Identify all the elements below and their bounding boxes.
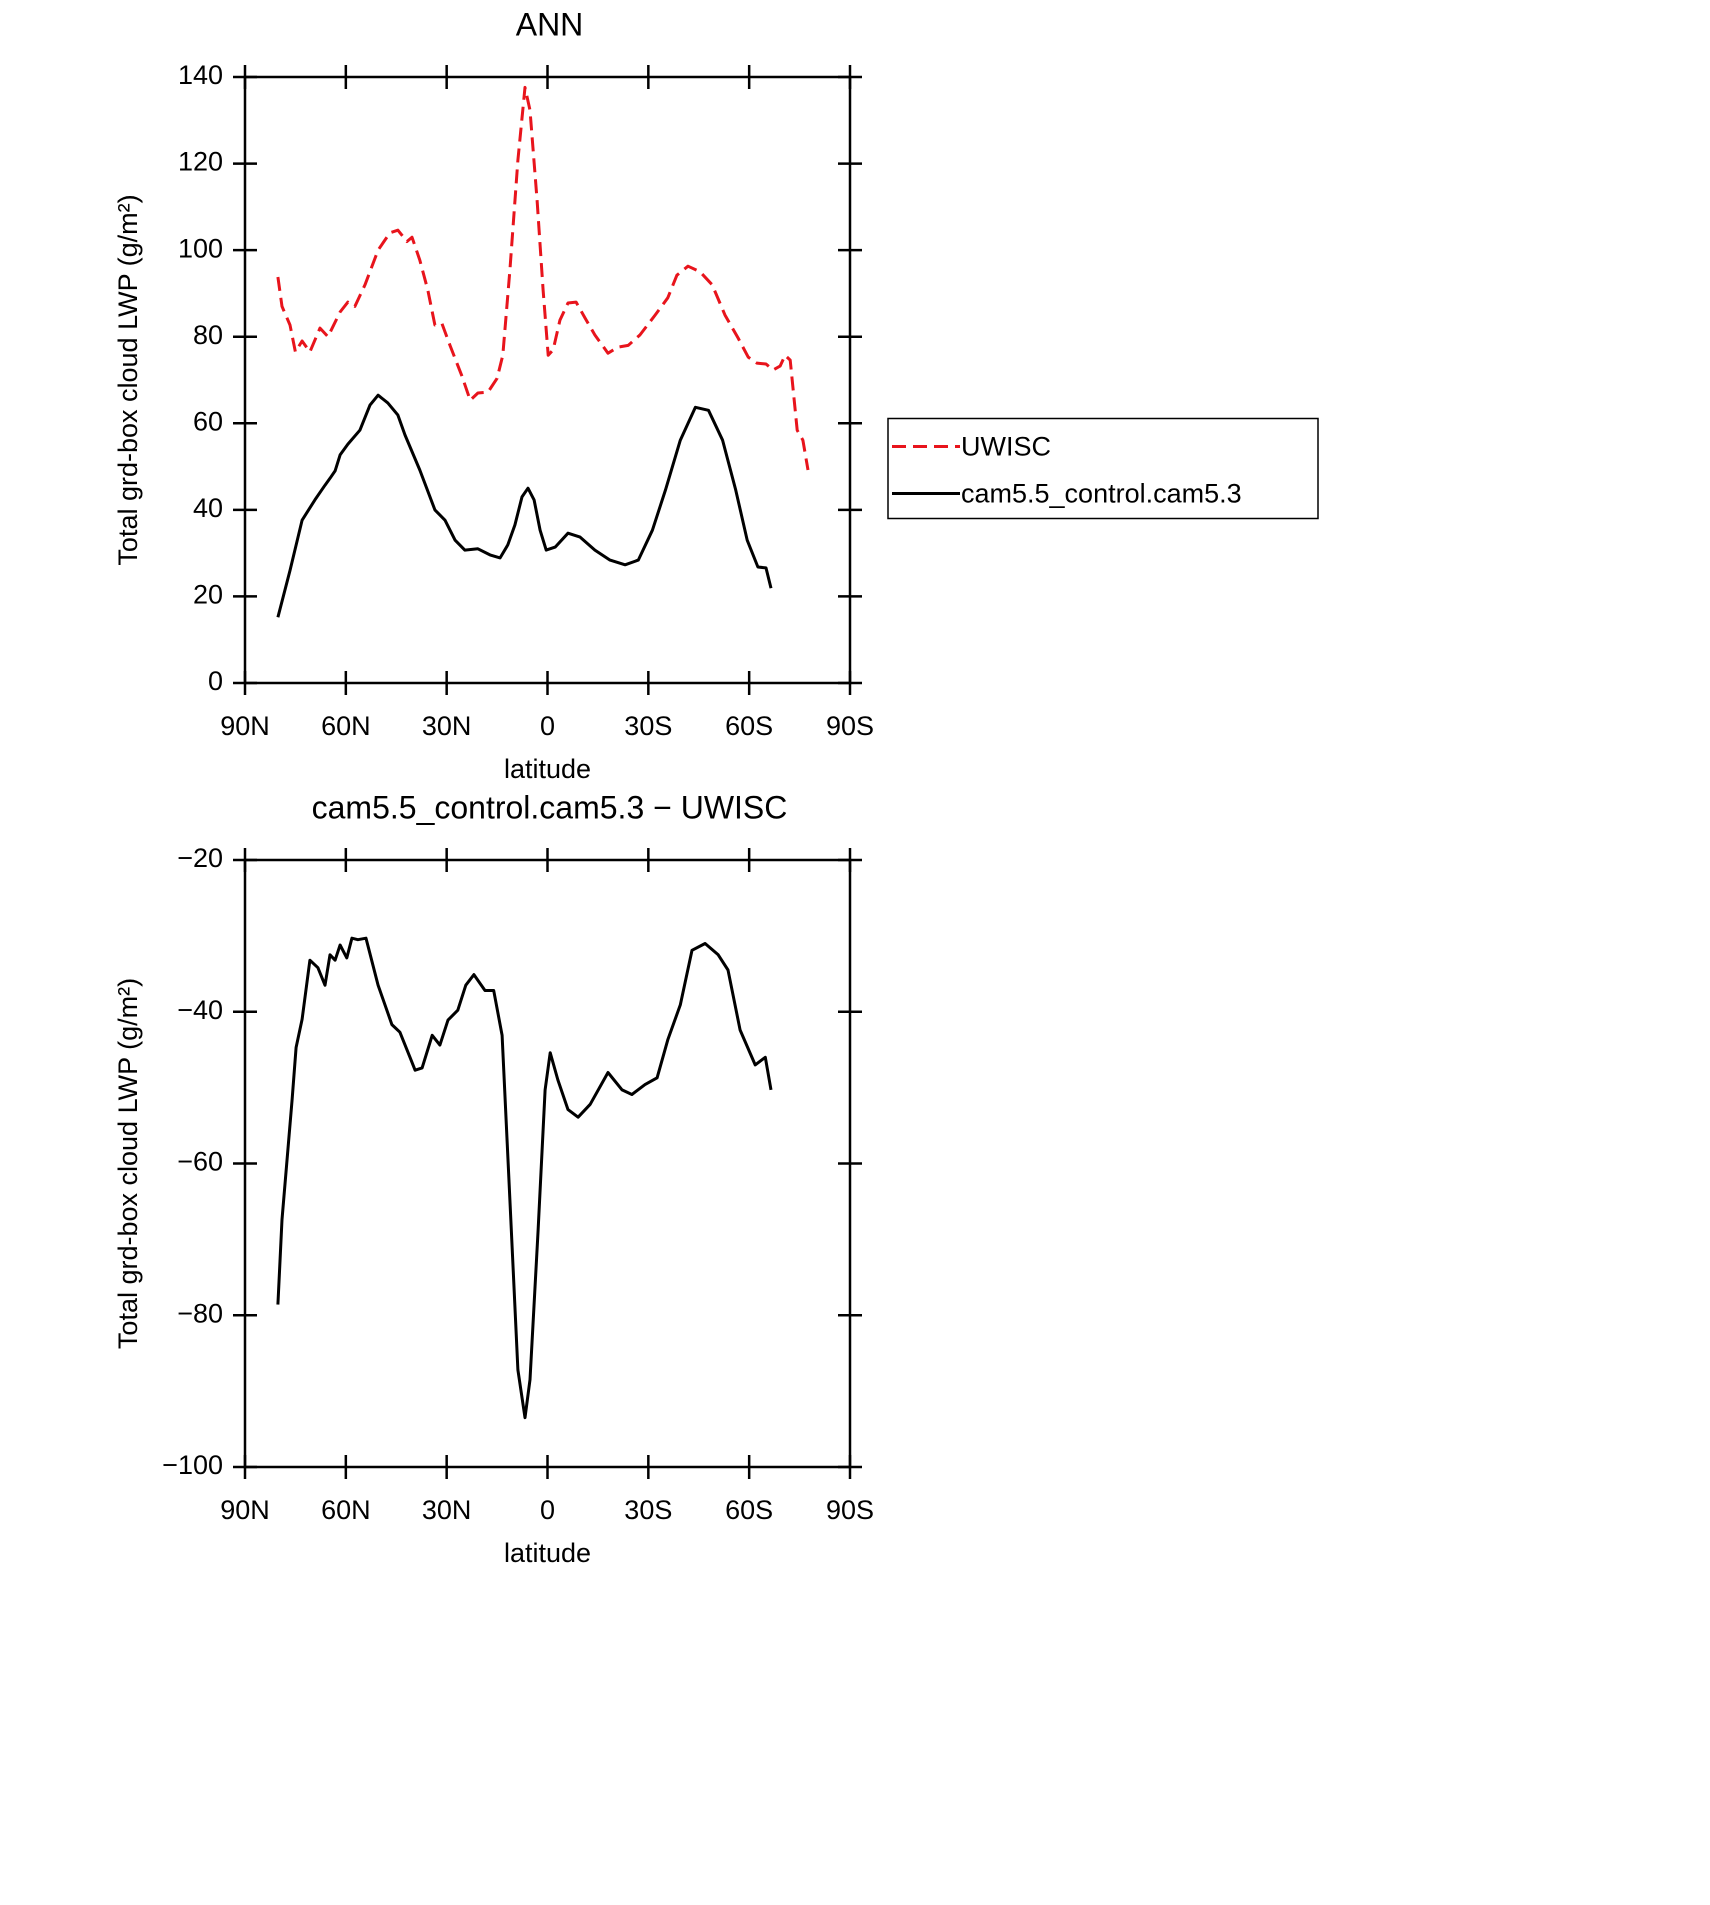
legend-label: UWISC <box>961 432 1051 462</box>
data-line <box>276 393 773 618</box>
x-tick-label: 30N <box>422 711 472 741</box>
x-tick-label: 0 <box>540 1495 555 1525</box>
x-axis-label: latitude <box>504 754 591 784</box>
x-tick-label: 90S <box>826 711 874 741</box>
legend-box <box>887 417 1319 520</box>
x-tick-label: 90N <box>220 711 270 741</box>
x-tick-label: 60S <box>725 711 773 741</box>
y-tick-label: 60 <box>193 406 223 436</box>
x-tick-label: 30S <box>624 711 672 741</box>
data-line <box>276 85 810 471</box>
y-tick-label: 140 <box>178 60 223 90</box>
x-tick-label: 30N <box>422 1495 472 1525</box>
x-tick-label: 90N <box>220 1495 270 1525</box>
y-tick-label: 120 <box>178 147 223 177</box>
y-tick-label: −40 <box>177 995 223 1025</box>
y-axis-label: Total grd-box cloud LWP (g/m²) <box>113 978 143 1349</box>
plot-frame <box>243 75 852 685</box>
y-tick-label: −100 <box>162 1450 223 1480</box>
x-tick-label: 90S <box>826 1495 874 1525</box>
y-tick-label: 40 <box>193 493 223 523</box>
legend-label: cam5.5_control.cam5.3 <box>961 479 1242 509</box>
x-tick-label: 30S <box>624 1495 672 1525</box>
x-tick-label: 60N <box>321 1495 371 1525</box>
data-line <box>276 936 773 1420</box>
chart-title: ANN <box>516 6 584 42</box>
y-axis-label: Total grd-box cloud LWP (g/m²) <box>113 194 143 565</box>
x-tick-label: 60N <box>321 711 371 741</box>
chart-title: cam5.5_control.cam5.3 − UWISC <box>312 789 788 825</box>
panel: ANN latitude Total grd-box cloud LWP (g/m²… <box>113 6 1319 784</box>
y-tick-label: −60 <box>177 1147 223 1177</box>
y-tick-label: 100 <box>178 233 223 263</box>
y-tick-label: −20 <box>177 843 223 873</box>
legend: UWISC cam5.5_control.cam5.3 <box>887 417 1319 520</box>
y-tick-label: −80 <box>177 1298 223 1328</box>
x-axis-label: latitude <box>504 1538 591 1568</box>
x-tick-label: 60S <box>725 1495 773 1525</box>
plot-frame <box>243 858 852 1469</box>
x-tick-label: 0 <box>540 711 555 741</box>
y-tick-label: 80 <box>193 320 223 350</box>
panel: cam5.5_control.cam5.3 − UWISC latitude Tot… <box>113 789 874 1568</box>
y-tick-label: 0 <box>208 666 223 696</box>
y-tick-label: 20 <box>193 580 223 610</box>
